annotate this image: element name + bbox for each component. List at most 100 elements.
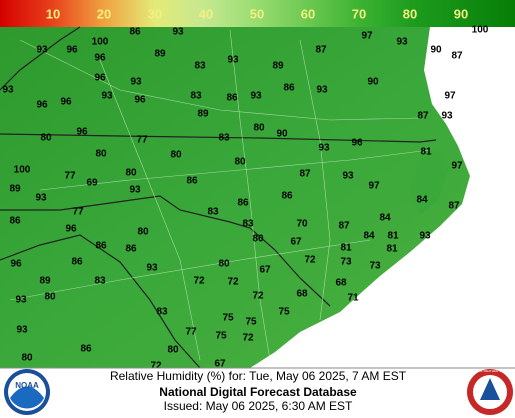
point-value: 93 [146,263,158,274]
point-value: 83 [94,276,106,287]
point-value: 96 [76,127,88,138]
legend: 10 20 30 40 50 60 70 80 90 [46,6,468,21]
point-value: 86 [80,344,92,355]
point-value: 80 [95,149,107,160]
point-value: 86 [281,191,293,202]
point-value: 83 [207,207,219,218]
state-border [0,234,201,369]
points: 100 86 93 93 96 96 89 97 93 87 90 87 100 93 83 89 96 93 93… [2,25,488,372]
point-value: 75 [215,331,227,342]
point-value: 72 [242,333,254,344]
point-value: 87 [451,51,463,62]
point-value: 75 [245,317,257,328]
legend-label: 90 [454,6,468,21]
roads [9,29,431,361]
point-value: 80 [253,123,265,134]
point-value: 96 [65,224,77,235]
point-value: 93 [35,193,47,204]
point-value: 77 [136,135,148,146]
point-value: 86 [71,257,83,268]
footer-line: Relative Humidity (%) for: Tue, May 06 2… [110,369,407,383]
point-value: 97 [361,31,373,42]
point-value: 93 [172,27,184,38]
point-value: 93 [342,171,354,182]
point-value: 80 [234,157,246,168]
point-value: 86 [95,241,107,252]
point-value: 80 [167,345,179,356]
point-value: 93 [36,45,48,56]
point-value: 67 [259,265,271,276]
point-value: 80 [137,227,149,238]
point-value: 83 [218,133,230,144]
point-value: 86 [129,27,141,38]
point-value: 83 [242,219,254,230]
point-value: 87 [448,201,460,212]
point-value: 84 [416,195,428,206]
point-value: 72 [227,277,239,288]
point-value: 89 [272,61,284,72]
point-value: 83 [190,91,202,102]
point-value: 90 [367,77,379,88]
point-value: 93 [15,295,27,306]
legend-label: 80 [403,6,417,21]
point-value: 89 [9,184,21,195]
point-value: 87 [299,169,311,180]
point-value: 93 [227,55,239,66]
point-value: 72 [150,361,162,372]
point-value: 87 [417,111,429,122]
logo-text: NOAA [15,381,39,390]
point-value: 96 [60,97,72,108]
legend-label: 50 [250,6,264,21]
point-value: 93 [316,85,328,96]
point-value: 77 [185,327,197,338]
point-value: 72 [252,291,264,302]
point-value: 80 [252,234,264,245]
point-value: 68 [296,289,308,300]
point-value: 93 [318,143,330,154]
point-value: 73 [340,257,352,268]
point-value: 83 [156,307,168,318]
point-value: 93 [129,185,141,196]
point-value: 73 [369,261,381,272]
point-value: 83 [194,61,206,72]
point-value: 100 [14,165,31,176]
point-value: 89 [197,109,209,120]
point-value: 93 [101,91,113,102]
ocean [250,27,515,368]
point-value: 81 [340,243,352,254]
logo-text: NATIONAL WEATHER SERVICE [468,369,512,373]
point-value: 77 [64,171,76,182]
point-value: 90 [430,45,442,56]
point-value: 70 [296,219,308,230]
borders [0,26,437,369]
point-value: 68 [335,278,347,289]
point-value: 89 [39,276,51,287]
point-value: 80 [125,168,137,179]
point-value: 96 [10,259,22,270]
point-value: 100 [472,25,489,36]
point-value: 80 [218,259,230,270]
point-value: 87 [338,221,350,232]
point-value: 96 [66,45,78,56]
point-value: 97 [451,161,463,172]
footer-title: National Digital Forecast Database [159,385,357,399]
point-value: 90 [276,129,288,140]
point-value: 84 [379,213,391,224]
color-bar [0,0,515,27]
point-value: 100 [92,37,109,48]
state-border [0,133,437,143]
point-value: 97 [368,181,380,192]
legend-label: 70 [352,6,366,21]
point-value: 80 [21,353,33,364]
legend-label: 60 [301,6,315,21]
point-value: 93 [419,231,431,242]
point-value: 89 [154,49,166,60]
point-value: 71 [347,293,359,304]
point-value: 96 [94,73,106,84]
point-value: 86 [237,198,249,209]
point-value: 96 [351,138,363,149]
point-value: 72 [193,276,205,287]
point-value: 77 [72,207,84,218]
point-value: 75 [222,313,234,324]
